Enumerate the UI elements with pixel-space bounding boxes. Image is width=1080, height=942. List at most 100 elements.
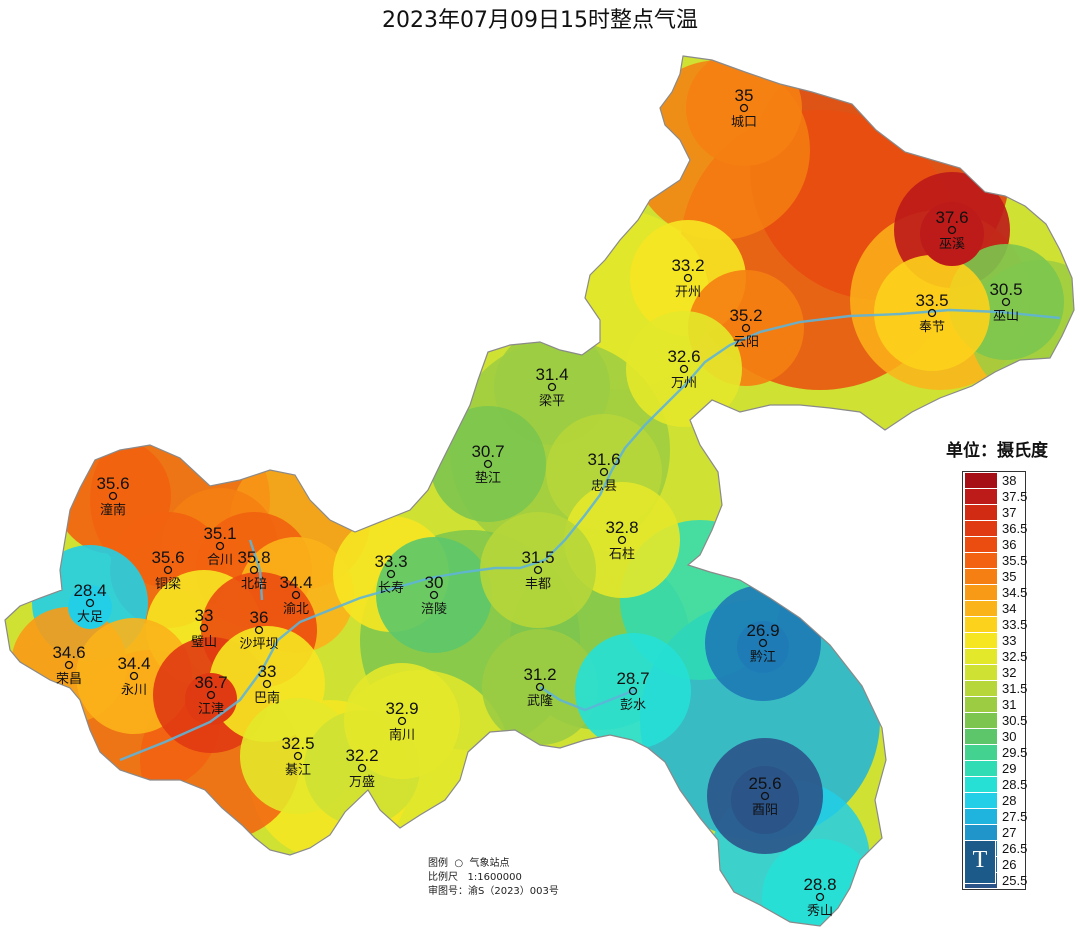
station-value: 35.2 (729, 306, 762, 325)
legend-label: 27 (1002, 825, 1017, 840)
station-marker: 32.5 綦江 (281, 734, 314, 778)
temperature-patch (494, 329, 610, 445)
station-name: 黔江 (750, 650, 776, 665)
legend-swatch (965, 825, 997, 840)
legend-swatch (965, 553, 997, 568)
station-marker: 35.6 铜梁 (151, 548, 184, 592)
station-value: 35.1 (203, 524, 236, 543)
legend-label: 25.5 (1002, 873, 1028, 888)
station-value: 34.4 (279, 573, 312, 592)
station-name: 渝北 (283, 601, 309, 617)
station-name: 巫溪 (939, 237, 965, 252)
station-marker: 32.2 万盛 (345, 746, 378, 790)
station-value: 36.7 (194, 673, 227, 692)
station-marker: 30.5 巫山 (989, 280, 1022, 324)
station-name: 武隆 (527, 694, 553, 709)
station-dot (617, 535, 627, 545)
legend-label: 32 (1002, 665, 1017, 680)
station-name: 长寿 (378, 581, 404, 596)
legend-swatch (965, 793, 997, 808)
station-dot (758, 638, 768, 648)
station-marker: 25.6 酉阳 (748, 774, 781, 818)
station-marker: 36.7 江津 (194, 673, 227, 717)
station-name: 奉节 (919, 320, 945, 335)
station-dot (547, 382, 557, 392)
legend-swatch (965, 649, 997, 664)
station-marker: 28.7 彭水 (616, 669, 649, 713)
legend-swatch (965, 473, 997, 488)
legend-swatch (965, 505, 997, 520)
legend-label: 36 (1002, 537, 1017, 552)
station-value: 31.2 (523, 665, 556, 684)
legend-swatch (965, 745, 997, 760)
legend-row: 28.5 (963, 776, 1027, 792)
legend-label: 33 (1002, 633, 1017, 648)
temperature-patch (376, 537, 492, 653)
legend-label: 30.5 (1002, 713, 1028, 728)
station-name: 垫江 (475, 470, 501, 486)
station-dot (206, 690, 216, 700)
station-dot (357, 763, 367, 773)
station-marker: 31.6 忠县 (587, 450, 620, 494)
station-dot (429, 590, 439, 600)
station-name: 开州 (675, 285, 701, 300)
map-legend-line: 图例 ○ 气象站点 (428, 858, 510, 869)
rivers (119, 308, 1061, 762)
station-name: 万盛 (349, 775, 375, 790)
legend-swatch (965, 761, 997, 776)
legend-unit: 单位：摄氏度 (946, 441, 1048, 461)
station-name: 巫山 (993, 309, 1019, 324)
station-value: 28.7 (616, 669, 649, 688)
station-name: 秀山 (807, 904, 833, 919)
station-value: 32.9 (385, 699, 418, 718)
station-marker: 33.2 开州 (671, 256, 704, 300)
station-value: 32.5 (281, 734, 314, 753)
station-marker: 30.7 垫江 (471, 442, 504, 486)
legend-row: 32 (963, 664, 1025, 680)
station-dot (64, 660, 74, 670)
legend-label: 26.5 (1002, 841, 1028, 856)
legend-swatch (965, 777, 997, 792)
station-name: 梁平 (539, 394, 565, 409)
station-dot (679, 364, 689, 374)
river (248, 539, 264, 601)
station-name: 石柱 (609, 547, 635, 562)
legend-row: 36 (963, 536, 1025, 552)
region-boundary (4, 55, 1075, 927)
station-marker: 34.4 渝北 (279, 573, 312, 617)
legend-label: 28 (1002, 793, 1017, 808)
station-name: 合川 (207, 553, 233, 568)
station-dot (741, 323, 751, 333)
stations-layer: 35 城口 37.6 巫溪 33.2 开州 30.5 巫山 33.5 奉节 35.2 云阳 32.6 万州… (52, 86, 1022, 919)
station-dot (739, 103, 749, 113)
station-name: 江津 (198, 702, 224, 717)
station-dot (108, 491, 118, 501)
station-name: 铜梁 (155, 577, 181, 592)
legend-label: 35 (1002, 569, 1017, 584)
station-name: 南川 (389, 727, 415, 743)
station-name: 綦江 (285, 763, 311, 778)
station-value: 33.2 (671, 256, 704, 275)
station-dot (215, 541, 225, 551)
legend-row: 38 (963, 472, 1025, 488)
legend-row: 28 (963, 792, 1025, 808)
station-value: 31.5 (521, 548, 554, 567)
legend-label: 31 (1002, 697, 1017, 712)
legend-label: 36.5 (1002, 521, 1028, 536)
station-value: 33.3 (374, 552, 407, 571)
legend-label: 35.5 (1002, 553, 1028, 568)
station-dot (254, 625, 264, 635)
map-approval-line: 审图号：渝S（2023）003号 (428, 886, 559, 897)
legend-swatch (965, 585, 997, 600)
legend-row: 35.5 (963, 552, 1028, 568)
legend-swatch (965, 617, 997, 632)
station-value: 35.6 (96, 474, 129, 493)
station-dot (599, 467, 609, 477)
station-value: 25.6 (748, 774, 781, 793)
temperature-patch (626, 311, 742, 427)
station-marker: 33.3 长寿 (374, 552, 407, 596)
station-name: 大足 (77, 610, 103, 625)
station-value: 36 (250, 608, 269, 627)
station-value: 35.8 (237, 548, 270, 567)
